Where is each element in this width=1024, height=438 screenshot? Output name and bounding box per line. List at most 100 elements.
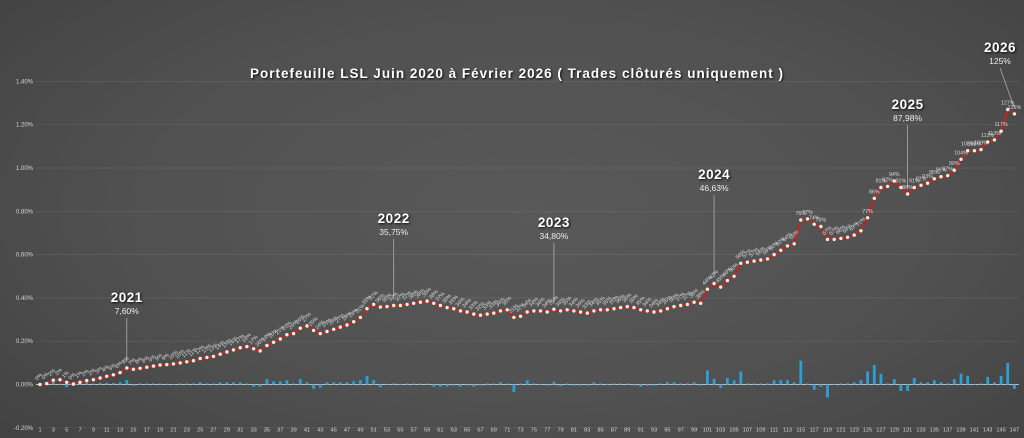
trade-bar bbox=[645, 384, 649, 386]
data-point-marker bbox=[572, 309, 576, 313]
y-axis-tick-label: 0.40% bbox=[16, 296, 34, 302]
trade-bar bbox=[132, 384, 135, 386]
data-point-marker bbox=[558, 309, 563, 313]
x-axis-tick-label: 51 bbox=[371, 428, 377, 434]
data-point-marker bbox=[959, 157, 963, 161]
data-point-marker bbox=[452, 307, 456, 311]
point-value-label: 18% bbox=[261, 331, 273, 343]
data-point-marker bbox=[278, 337, 282, 341]
data-point-marker bbox=[438, 303, 443, 308]
x-axis-tick-label: 121 bbox=[836, 428, 845, 434]
y-axis-tick-label: 1.00% bbox=[16, 166, 34, 172]
point-value-label: 125% bbox=[1008, 105, 1022, 111]
point-value-label: 24% bbox=[314, 319, 326, 331]
trade-bar bbox=[258, 384, 262, 387]
data-point-marker bbox=[65, 380, 69, 384]
data-point-marker bbox=[732, 274, 736, 278]
point-value-label: 117% bbox=[995, 122, 1008, 128]
point-value-label: 2% bbox=[88, 367, 98, 377]
trade-bar bbox=[565, 383, 569, 385]
trade-bar bbox=[365, 375, 369, 385]
trade-bar bbox=[946, 383, 950, 385]
data-point-marker bbox=[445, 305, 449, 310]
annotation-value-label: 35,75% bbox=[379, 227, 408, 237]
x-axis-tick-label: 53 bbox=[384, 428, 390, 434]
x-axis-tick-label: 59 bbox=[424, 428, 430, 434]
trade-bar bbox=[419, 383, 422, 385]
chart-title: Portefeuille LSL Juin 2020 à Février 202… bbox=[250, 66, 784, 81]
trade-bar bbox=[479, 384, 482, 386]
data-point-marker bbox=[679, 303, 683, 308]
point-value-label: 0% bbox=[41, 371, 51, 381]
point-value-label: 11% bbox=[181, 348, 193, 360]
point-value-label: 34% bbox=[461, 297, 473, 309]
data-point-marker bbox=[885, 184, 890, 189]
trade-bar bbox=[679, 383, 683, 385]
trade-bar bbox=[105, 382, 109, 385]
data-point-marker bbox=[265, 343, 269, 348]
point-value-label: 48% bbox=[722, 266, 734, 278]
trade-bar bbox=[979, 383, 983, 385]
data-point-marker bbox=[999, 129, 1003, 133]
annotation-year-label: 2021 bbox=[111, 290, 143, 305]
data-point-marker bbox=[545, 310, 549, 314]
x-axis-tick-label: 57 bbox=[411, 428, 417, 434]
data-point-marker bbox=[151, 364, 156, 368]
data-point-marker bbox=[158, 363, 162, 367]
data-point-marker bbox=[1012, 112, 1017, 116]
trade-bar bbox=[125, 380, 129, 385]
data-point-marker bbox=[852, 233, 856, 237]
trade-bar bbox=[599, 383, 602, 385]
trade-bar bbox=[85, 382, 89, 385]
point-value-label: 34% bbox=[655, 296, 667, 308]
trade-bar bbox=[185, 383, 189, 385]
data-point-marker bbox=[692, 300, 696, 304]
data-point-marker bbox=[725, 278, 730, 283]
data-point-marker bbox=[111, 373, 116, 377]
point-value-label: 50% bbox=[728, 262, 740, 274]
point-value-label: 60% bbox=[768, 240, 780, 252]
trade-bar bbox=[906, 384, 909, 391]
trade-bar bbox=[819, 384, 823, 387]
data-point-marker bbox=[78, 380, 82, 384]
data-point-marker bbox=[912, 185, 916, 190]
trade-bar bbox=[686, 383, 689, 385]
point-value-label: 2% bbox=[81, 368, 91, 378]
data-point-marker bbox=[859, 229, 863, 233]
data-point-marker bbox=[405, 302, 409, 307]
trade-bar bbox=[225, 382, 229, 385]
x-axis-tick-label: 97 bbox=[678, 428, 684, 434]
point-value-label: 16% bbox=[228, 335, 240, 347]
data-point-marker bbox=[71, 382, 76, 386]
data-point-marker bbox=[832, 237, 836, 242]
x-axis-tick-label: 141 bbox=[970, 428, 979, 434]
trade-bar bbox=[672, 382, 676, 385]
x-axis-tick-label: 105 bbox=[729, 428, 738, 434]
trade-bar bbox=[792, 382, 796, 385]
x-axis-tick-label: 39 bbox=[290, 428, 296, 434]
data-point-marker bbox=[311, 328, 316, 333]
trade-bar bbox=[505, 383, 509, 385]
point-value-label: 6% bbox=[114, 360, 124, 370]
point-value-label: 34% bbox=[555, 296, 567, 308]
data-point-marker bbox=[625, 304, 629, 309]
data-point-marker bbox=[398, 303, 403, 308]
data-point-marker bbox=[171, 362, 176, 366]
point-value-label: 38% bbox=[688, 288, 700, 300]
x-axis-tick-label: 15 bbox=[130, 428, 136, 434]
point-value-label: 74% bbox=[809, 215, 820, 221]
x-axis-tick-label: 101 bbox=[703, 428, 712, 434]
data-point-marker bbox=[952, 168, 956, 172]
point-value-label: 36% bbox=[668, 292, 680, 304]
data-point-marker bbox=[352, 320, 356, 324]
point-value-label: 3% bbox=[94, 366, 104, 376]
trade-bar bbox=[872, 365, 876, 385]
point-value-label: 2% bbox=[47, 368, 57, 378]
x-axis-tick-label: 49 bbox=[357, 428, 363, 434]
trade-bar bbox=[659, 383, 663, 385]
point-value-label: 36% bbox=[441, 293, 453, 305]
trade-bar bbox=[652, 384, 656, 386]
point-value-label: 0% bbox=[68, 371, 78, 381]
trade-bar bbox=[1006, 362, 1010, 385]
